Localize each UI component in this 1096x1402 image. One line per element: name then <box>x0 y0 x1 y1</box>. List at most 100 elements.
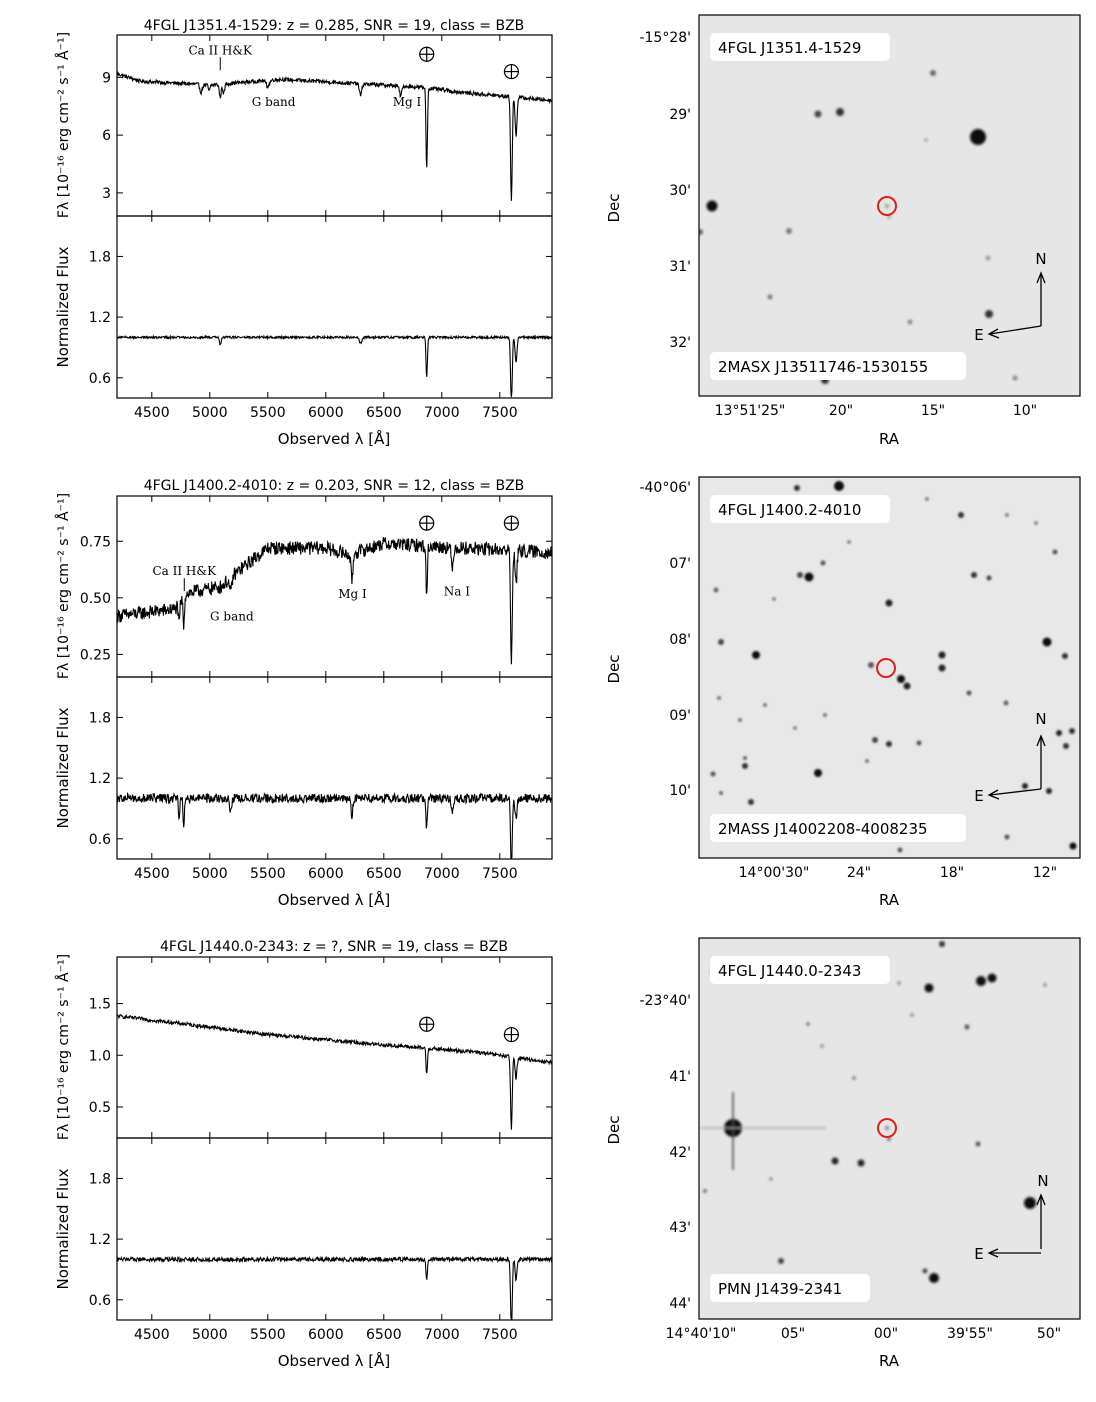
ra-ticks: 13°51'25" 20" 15" 10" <box>715 403 1038 419</box>
flux-panel: 3 6 9 Ca II H&K G band Mg I <box>102 35 553 216</box>
y-tick-label: 1.8 <box>89 1171 111 1187</box>
telluric-symbol <box>503 1026 519 1043</box>
x-tick-label: 4500 <box>134 1327 170 1343</box>
sky-image-frame <box>698 14 1081 397</box>
spectrum-figure-2: 4FGL J1400.2-4010: z = 0.203, SNR = 12, … <box>54 478 553 909</box>
telluric-symbol <box>419 46 435 62</box>
x-tick-label: 6500 <box>366 405 402 421</box>
normalized-axis-title: Normalized Flux <box>54 246 72 367</box>
dec-ticks: -40°06' 07' 08' 09' 10' <box>639 480 691 799</box>
ra-tick-label: 15" <box>921 403 945 419</box>
compass <box>987 1193 1046 1258</box>
source-label-box <box>710 33 890 61</box>
flux-axis-title: Fλ [10⁻¹⁶ erg cm⁻² s⁻¹ Å⁻¹] <box>55 954 72 1140</box>
dec-tick-label: -40°06' <box>639 480 691 496</box>
y-tick-label: 0.5 <box>89 1100 111 1116</box>
counterpart-label: PMN J1439-2341 <box>718 1280 842 1298</box>
counterpart-marker <box>876 658 896 678</box>
telluric-symbol <box>503 63 519 80</box>
source-label-box <box>710 956 890 984</box>
telluric-symbol <box>503 515 519 531</box>
compass-east: E <box>974 787 983 805</box>
finding-chart-1: 4FGL J1351.4-1529 2MASX J13511746-153015… <box>605 14 1081 448</box>
x-tick-label: 6500 <box>366 1327 402 1343</box>
x-tick-label: 5000 <box>192 1327 228 1343</box>
flux-axis-title: Fλ [10⁻¹⁶ erg cm⁻² s⁻¹ Å⁻¹] <box>55 493 72 679</box>
y-tick-label: 0.25 <box>80 647 111 663</box>
x-tick-label: 7500 <box>482 405 518 421</box>
y-tick-label: 0.6 <box>89 832 111 848</box>
x-axis-title: Observed λ [Å] <box>278 890 391 909</box>
ra-axis-title: RA <box>879 430 900 448</box>
dec-tick-label: 10' <box>669 783 691 799</box>
counterpart-label-box <box>710 814 966 842</box>
normalized-panel: 0.6 1.2 1.8 <box>89 677 553 859</box>
x-tick-label: 7000 <box>424 405 460 421</box>
dec-tick-label: 29' <box>669 107 691 123</box>
sky-image-frame <box>698 476 1081 859</box>
x-axis-labels: 4500 5000 5500 6000 6500 7000 7500 <box>134 1327 518 1343</box>
spectrum-line <box>116 1255 553 1320</box>
compass-east: E <box>974 1245 983 1263</box>
dec-tick-label: 44' <box>669 1296 691 1312</box>
spectrum-line <box>116 334 553 398</box>
flux-panel: 0.25 0.50 0.75 Ca II H&K G band Mg I Na I <box>80 496 553 677</box>
y-tick-label: 1.5 <box>89 997 111 1013</box>
x-tick-label: 7000 <box>424 1327 460 1343</box>
x-axis-labels: 4500 5000 5500 6000 6500 7000 7500 <box>134 866 518 882</box>
normalized-panel: 0.6 1.2 1.8 <box>89 216 553 398</box>
source-label: 4FGL J1400.2-4010 <box>718 501 861 519</box>
dec-ticks: -15°28' 29' 30' 31' 32' <box>639 30 691 351</box>
star-field <box>710 481 1077 853</box>
telluric-symbol <box>419 515 435 531</box>
dec-tick-label: 31' <box>669 259 691 275</box>
y-tick-label: 0.6 <box>89 371 111 387</box>
spectrum-title: 4FGL J1351.4-1529: z = 0.285, SNR = 19, … <box>144 18 525 34</box>
spectrum-figure-1: 4FGL J1351.4-1529: z = 0.285, SNR = 19, … <box>54 18 553 448</box>
ra-tick-label: 14°00'30" <box>739 865 810 881</box>
finding-chart-3: 4FGL J1440.0-2343 PMN J1439-2341 N E 14°… <box>605 937 1081 1370</box>
normalized-panel: 0.6 1.2 1.8 <box>89 1138 553 1320</box>
x-tick-label: 7500 <box>482 1327 518 1343</box>
dec-axis-title: Dec <box>605 1115 623 1144</box>
x-tick-label: 6500 <box>366 866 402 882</box>
ra-tick-label: 18" <box>940 865 964 881</box>
ra-axis-title: RA <box>879 891 900 909</box>
dec-tick-label: 08' <box>669 632 691 648</box>
dec-tick-label: 32' <box>669 335 691 351</box>
compass <box>987 734 1046 800</box>
ra-tick-label: 13°51'25" <box>715 403 786 419</box>
y-tick-label: 6 <box>102 128 111 144</box>
star-field <box>701 941 1047 1283</box>
x-axis-labels: 4500 5000 5500 6000 6500 7000 7500 <box>134 405 518 421</box>
sky-image <box>699 477 1080 858</box>
dec-axis-title: Dec <box>605 193 623 222</box>
y-tick-label: 9 <box>102 70 111 86</box>
compass-north: N <box>1035 710 1046 728</box>
ra-tick-label: 10" <box>1013 403 1037 419</box>
source-label: 4FGL J1351.4-1529 <box>718 39 861 57</box>
normalized-axis-title: Normalized Flux <box>54 1168 72 1289</box>
line-annotation: Ca II H&K <box>188 43 253 57</box>
line-annotation: Na I <box>444 585 470 599</box>
sky-image <box>699 15 1080 396</box>
x-tick-label: 5500 <box>250 866 286 882</box>
spectrum-title: 4FGL J1440.0-2343: z = ?, SNR = 19, clas… <box>160 939 508 955</box>
y-tick-label: 0.6 <box>89 1293 111 1309</box>
normalized-panel-frame <box>116 676 553 860</box>
dec-tick-label: 41' <box>669 1069 691 1085</box>
spectrum-line <box>116 70 553 201</box>
counterpart-label: 2MASS J14002208-4008235 <box>718 820 928 838</box>
x-tick-label: 5000 <box>192 866 228 882</box>
telluric-symbol <box>419 1016 435 1032</box>
dec-tick-label: -23°40' <box>639 993 691 1009</box>
counterpart-label-box <box>710 352 966 380</box>
line-annotation: G band <box>210 609 254 623</box>
dec-ticks: -23°40' 41' 42' 43' 44' <box>639 993 691 1312</box>
x-tick-label: 5500 <box>250 405 286 421</box>
flux-axis-title: Fλ [10⁻¹⁶ erg cm⁻² s⁻¹ Å⁻¹] <box>55 32 72 218</box>
ra-tick-label: 00" <box>874 1326 898 1342</box>
x-tick-label: 6000 <box>308 405 344 421</box>
line-annotation: Mg I <box>338 587 367 601</box>
ra-tick-label: 39'55" <box>947 1326 993 1342</box>
